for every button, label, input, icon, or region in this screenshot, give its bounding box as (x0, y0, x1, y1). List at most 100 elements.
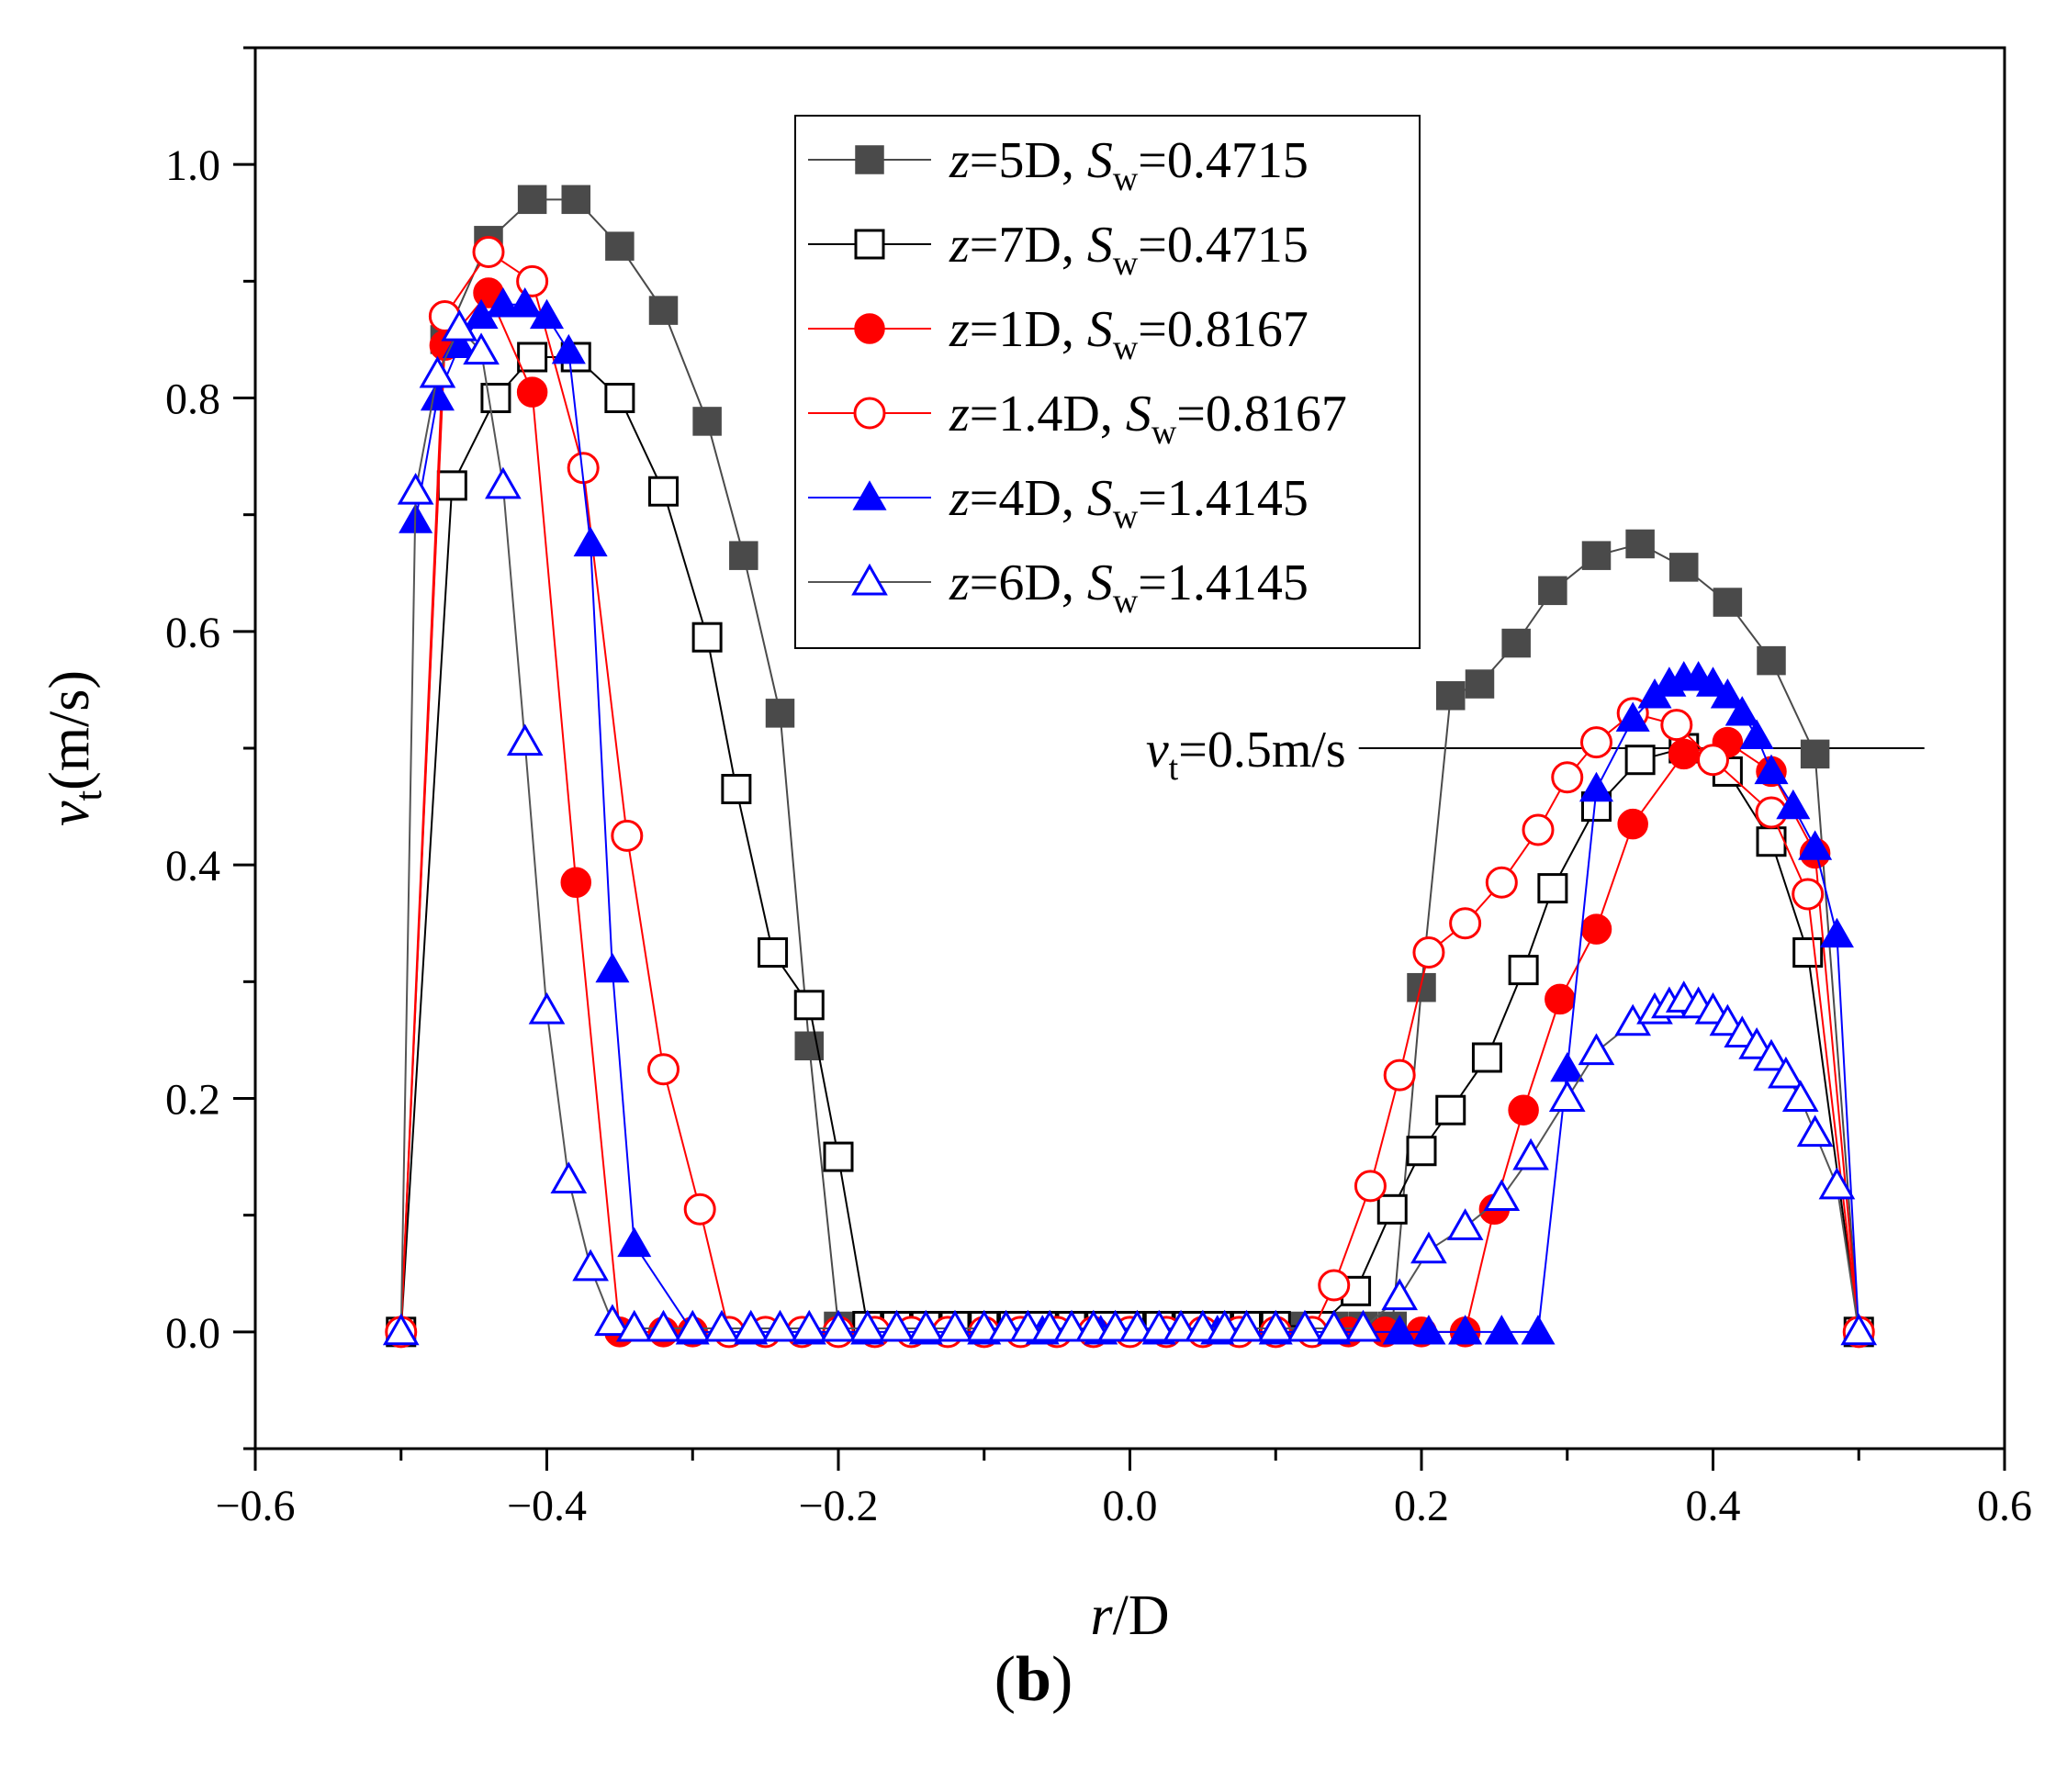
data-point (1508, 1094, 1539, 1126)
x-tick-label: 0.4 (1686, 1482, 1741, 1530)
data-point (1315, 1309, 1353, 1342)
y-axis-label: vt(m/s) (39, 670, 110, 826)
data-point (1206, 1309, 1243, 1342)
data-point (1713, 588, 1743, 617)
data-point (1257, 1309, 1295, 1342)
data-point (703, 1309, 740, 1342)
data-point (1798, 830, 1833, 860)
data-point (1228, 1309, 1265, 1342)
x-tick-label: 0.2 (1394, 1482, 1449, 1530)
data-point (506, 723, 544, 756)
legend-entry: z=7D, Sw=0.4715 (808, 217, 1309, 283)
data-point (1580, 913, 1612, 945)
data-point (765, 699, 795, 728)
data-point (987, 1309, 1025, 1342)
data-point (1800, 739, 1830, 769)
data-point (517, 342, 548, 373)
data-point (441, 308, 478, 342)
data-point (551, 333, 586, 364)
legend-label: z=4D, Sw=1.4145 (949, 470, 1309, 536)
data-point (508, 287, 543, 318)
data-point (572, 1249, 609, 1282)
data-point (761, 1309, 799, 1342)
data-point (1580, 726, 1612, 759)
data-point (480, 383, 511, 413)
data-point (1074, 1309, 1112, 1342)
legend-entry: z=1.4D, Sw=0.8167 (808, 386, 1347, 452)
x-tick-label: −0.4 (507, 1482, 587, 1530)
data-point (1819, 917, 1854, 948)
data-point (594, 1304, 631, 1337)
data-point (1660, 709, 1693, 742)
figure-caption: (b) (994, 1644, 1073, 1715)
legend-marker (852, 480, 887, 510)
data-point (1578, 771, 1614, 802)
data-point (1449, 907, 1482, 940)
data-point (683, 1193, 716, 1226)
series-6 (382, 308, 1878, 1346)
data-point (907, 1309, 945, 1342)
data-point (1436, 681, 1466, 711)
data-point (1448, 1315, 1483, 1345)
data-point (691, 622, 723, 653)
data-point (1724, 696, 1759, 726)
data-point (615, 1309, 653, 1342)
data-point (1118, 1309, 1156, 1342)
data-point (486, 287, 521, 318)
data-point (1776, 789, 1811, 820)
data-point (1501, 628, 1531, 658)
data-point (561, 185, 590, 215)
data-point (758, 937, 789, 969)
x-tick-label: −0.2 (798, 1482, 878, 1530)
data-point (1465, 669, 1495, 699)
legend-label: z=1.4D, Sw=0.8167 (949, 386, 1347, 452)
data-point (1406, 1136, 1437, 1167)
data-point (1381, 1278, 1419, 1311)
data-point (1796, 1114, 1834, 1148)
legend-marker (854, 229, 885, 260)
data-point (420, 380, 455, 411)
data-point (1512, 1137, 1549, 1170)
legend-box (794, 115, 1421, 649)
data-point (485, 466, 522, 499)
data-point (823, 1141, 854, 1172)
data-point (516, 264, 549, 297)
data-point (436, 470, 467, 501)
legend-label: z=5D, Sw=0.4715 (949, 132, 1309, 198)
plot-layer: vt=0.5m/s (382, 185, 1925, 1349)
data-point (648, 296, 679, 325)
y-tick-label: 1.0 (165, 141, 220, 190)
y-tick-label: 0.6 (165, 609, 220, 657)
data-point (1407, 972, 1436, 1002)
data-point (1537, 873, 1568, 904)
data-point (528, 991, 566, 1025)
y-tick-label: 0.4 (165, 842, 220, 890)
data-point (1617, 808, 1648, 840)
data-point (1668, 738, 1700, 770)
x-tick-label: 0.0 (1103, 1482, 1158, 1530)
data-point (1545, 983, 1576, 1015)
data-point (729, 541, 758, 570)
data-point (878, 1309, 916, 1342)
data-point (1412, 936, 1445, 969)
data-point (1781, 1080, 1819, 1112)
axes-layer: −0.6 −0.4 −0.2 0.0 0.2 0.4 0.6 0.0 0.2 0.4 0.6 0.8 1… (39, 46, 2032, 1647)
reference-line-label: vt=0.5m/s (1146, 722, 1346, 788)
data-point (617, 1226, 652, 1258)
data-point (1792, 878, 1825, 911)
data-point (1697, 744, 1729, 777)
data-point (1435, 1094, 1466, 1126)
data-point (1695, 666, 1731, 697)
x-tick-label: 0.6 (1977, 1482, 2032, 1530)
data-point (611, 819, 644, 852)
data-point (1471, 1042, 1502, 1073)
data-point (1344, 1309, 1382, 1342)
data-point (1383, 1058, 1416, 1092)
data-point (937, 1309, 973, 1342)
data-point (1410, 1231, 1447, 1264)
data-point (1521, 1315, 1556, 1345)
legend-marker (853, 397, 886, 430)
data-point (793, 990, 825, 1021)
data-point (1484, 1315, 1519, 1345)
